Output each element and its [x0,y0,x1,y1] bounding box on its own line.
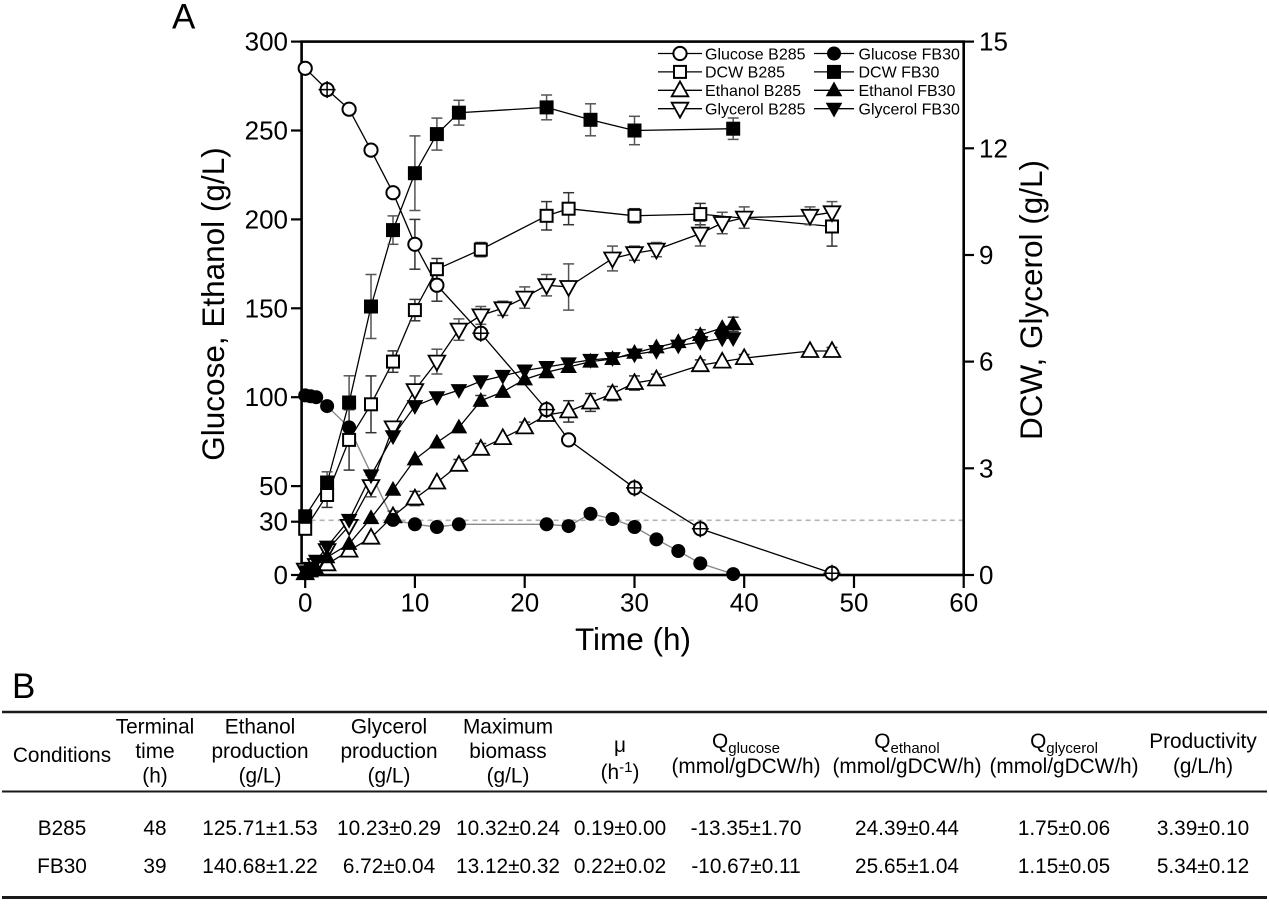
svg-text:140.68±1.22: 140.68±1.22 [202,855,318,878]
svg-text:Glucose B285: Glucose B285 [705,46,806,63]
svg-text:12: 12 [979,133,1008,163]
svg-text:150: 150 [245,293,288,323]
svg-text:Ethanol B285: Ethanol B285 [705,83,801,100]
svg-text:100: 100 [245,382,288,412]
svg-text:Time (h): Time (h) [575,621,691,657]
svg-text:Glycerol B285: Glycerol B285 [705,102,806,119]
svg-text:40: 40 [730,588,759,618]
svg-text:0: 0 [298,588,312,618]
svg-text:Glycerol: Glycerol [351,716,427,739]
svg-text:30: 30 [620,588,649,618]
svg-text:5.34±0.12: 5.34±0.12 [1157,855,1249,878]
svg-text:50: 50 [259,471,288,501]
svg-text:9: 9 [979,240,993,270]
svg-text:Terminal: Terminal [116,716,195,739]
svg-text:1.75±0.06: 1.75±0.06 [1018,817,1110,840]
svg-text:6: 6 [979,347,993,377]
svg-text:300: 300 [245,27,288,57]
svg-text:(mmol/gDCW/h): (mmol/gDCW/h) [989,755,1138,778]
svg-text:200: 200 [245,204,288,234]
svg-text:Ethanol FB30: Ethanol FB30 [859,83,956,100]
svg-text:Glucose, Ethanol (g/L): Glucose, Ethanol (g/L) [195,147,231,460]
svg-text:1.15±0.05: 1.15±0.05 [1018,855,1110,878]
svg-text:48: 48 [143,817,166,840]
svg-text:125.71±1.53: 125.71±1.53 [202,817,318,840]
svg-text:Ethanol: Ethanol [225,716,296,739]
svg-text:10.23±0.29: 10.23±0.29 [337,817,441,840]
svg-text:DCW, Glycerol (g/L): DCW, Glycerol (g/L) [1013,160,1049,440]
svg-text:(mmol/gDCW/h): (mmol/gDCW/h) [671,755,820,778]
svg-text:50: 50 [840,588,869,618]
svg-text:DCW FB30: DCW FB30 [859,65,940,82]
svg-text:(g/L): (g/L) [487,765,530,788]
svg-text:Maximum: Maximum [463,716,553,739]
svg-text:25.65±1.04: 25.65±1.04 [855,855,959,878]
svg-text:13.12±0.32: 13.12±0.32 [456,855,560,878]
svg-text:30: 30 [259,507,288,537]
svg-text:10: 10 [400,588,429,618]
svg-text:time: time [135,740,174,763]
svg-text:60: 60 [949,588,978,618]
svg-text:0.19±0.00: 0.19±0.00 [574,817,666,840]
svg-text:0.22±0.02: 0.22±0.02 [574,855,666,878]
svg-text:Conditions: Conditions [13,744,111,767]
svg-text:(mmol/gDCW/h): (mmol/gDCW/h) [832,755,981,778]
svg-text:biomass: biomass [469,740,546,763]
svg-text:250: 250 [245,116,288,146]
svg-text:39: 39 [143,855,166,878]
svg-text:3: 3 [979,453,993,483]
svg-text:Glycerol FB30: Glycerol FB30 [859,102,960,119]
svg-text:24.39±0.44: 24.39±0.44 [855,817,959,840]
svg-text:3.39±0.10: 3.39±0.10 [1157,817,1249,840]
svg-text:Productivity: Productivity [1149,730,1257,753]
svg-text:(g/L): (g/L) [368,765,411,788]
svg-text:6.72±0.04: 6.72±0.04 [343,855,435,878]
svg-text:Glucose FB30: Glucose FB30 [859,46,960,63]
svg-text:-13.35±1.70: -13.35±1.70 [691,817,802,840]
svg-text:20: 20 [510,588,539,618]
svg-text:A: A [172,0,196,37]
svg-text:0: 0 [979,560,993,590]
svg-text:DCW B285: DCW B285 [705,65,785,82]
svg-text:(h): (h) [142,765,167,788]
svg-text:(g/L): (g/L) [239,765,282,788]
svg-text:15: 15 [979,27,1008,57]
svg-text:FB30: FB30 [37,855,87,878]
svg-text:-10.67±0.11: -10.67±0.11 [691,855,800,878]
svg-text:B285: B285 [38,817,87,840]
svg-text:production: production [340,740,437,763]
svg-text:(g/L/h): (g/L/h) [1173,755,1233,778]
svg-text:0: 0 [274,560,288,590]
svg-text:μ: μ [614,734,626,757]
svg-text:10.32±0.24: 10.32±0.24 [456,817,560,840]
svg-text:B: B [12,667,35,706]
svg-text:production: production [211,740,308,763]
